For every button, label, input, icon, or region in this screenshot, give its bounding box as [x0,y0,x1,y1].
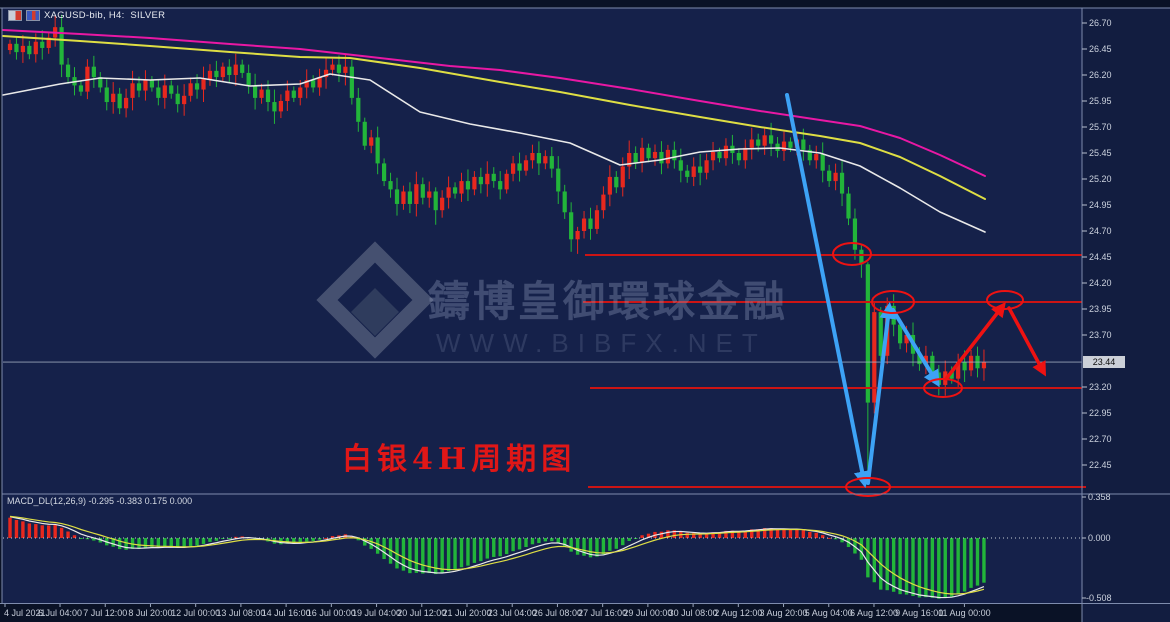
analysis-caption: 白银4H周期图 [342,442,577,477]
time-axis-label: 2 Aug 12:00 [714,608,763,618]
price-tick-label: 24.20 [1089,278,1112,288]
time-axis-label: 27 Jul 16:00 [578,608,628,618]
time-axis-label: 5 Aug 04:00 [804,608,853,618]
current-price-tag: 23.44 [1083,356,1125,369]
time-axis-label: 7 Jul 12:00 [83,608,128,618]
symbol-title: XAGUSD-bib, H4: SILVER [44,10,166,21]
price-tick-label: 24.95 [1089,200,1112,210]
macd-indicator-label: MACD_DL(12,26,9) -0.295 -0.383 0.175 0.0… [7,496,193,506]
time-axis-label: 6 Jul 04:00 [37,608,83,618]
time-axis-label: 20 Jul 12:00 [397,608,447,618]
time-axis-label: 3 Aug 20:00 [759,608,808,618]
time-axis-label: 8 Jul 20:00 [128,608,173,618]
price-tick-label: 24.70 [1089,226,1112,236]
price-tick-label: 25.45 [1089,148,1112,158]
time-axis-label: 16 Jul 00:00 [306,608,356,618]
price-tick-label: 26.20 [1089,70,1112,80]
time-axis-label: 21 Jul 20:00 [442,608,492,618]
time-axis-label: 29 Jul 00:00 [623,608,673,618]
time-axis-label: 26 Jul 08:00 [532,608,582,618]
time-axis-label: 23 Jul 04:00 [487,608,537,618]
chart-window-icon[interactable] [8,10,22,21]
time-axis-label: 9 Aug 16:00 [895,608,944,618]
macd-scale-zero: 0.000 [1088,533,1111,543]
price-tick-label: 22.70 [1089,434,1112,444]
indicator-window-icon[interactable] [26,10,40,21]
macd-scale-top: 0.358 [1088,492,1111,502]
time-axis-label: 12 Jul 00:00 [171,608,221,618]
chart-title-bar: XAGUSD-bib, H4: SILVER [8,10,165,21]
candlestick-series [7,14,987,483]
time-axis-label: 6 Aug 12:00 [849,608,898,618]
price-tick-label: 25.70 [1089,122,1112,132]
watermark-brand-text: 鑄博皇御環球金融 [428,278,789,325]
time-axis-label: 11 Aug 00:00 [938,608,991,618]
price-tick-label: 25.95 [1089,96,1112,106]
moving-averages [2,29,986,233]
price-tick-label: 23.70 [1089,330,1112,340]
price-tick-label: 26.45 [1089,44,1112,54]
time-axis-label: 4 Jul 2021 [4,608,46,618]
price-tick-label: 22.45 [1089,460,1112,470]
price-tick-label: 23.95 [1089,304,1112,314]
time-axis-ticks [4,604,965,607]
chart-plot-background [2,8,1082,604]
time-axis-label: 19 Jul 04:00 [352,608,402,618]
watermark-url-text: WWW.BIBFX.NET [436,328,767,358]
price-tick-label: 25.20 [1089,174,1112,184]
watermark-logo [316,241,434,359]
price-tick-label: 24.45 [1089,252,1112,262]
time-axis-label: 14 Jul 16:00 [261,608,311,618]
time-axis-label: 30 Jul 08:00 [668,608,718,618]
price-axis-ticks [1082,22,1087,599]
time-axis-label: 13 Jul 08:00 [216,608,266,618]
price-tick-label: 23.20 [1089,382,1112,392]
price-tick-label: 22.95 [1089,408,1112,418]
window-borders [0,7,1170,622]
price-axis-background [1082,8,1170,622]
analysis-annotations [785,93,1046,497]
macd-scale-bottom: -0.508 [1086,593,1112,603]
price-tick-label: 26.70 [1089,18,1112,28]
macd-panel [3,515,1082,599]
